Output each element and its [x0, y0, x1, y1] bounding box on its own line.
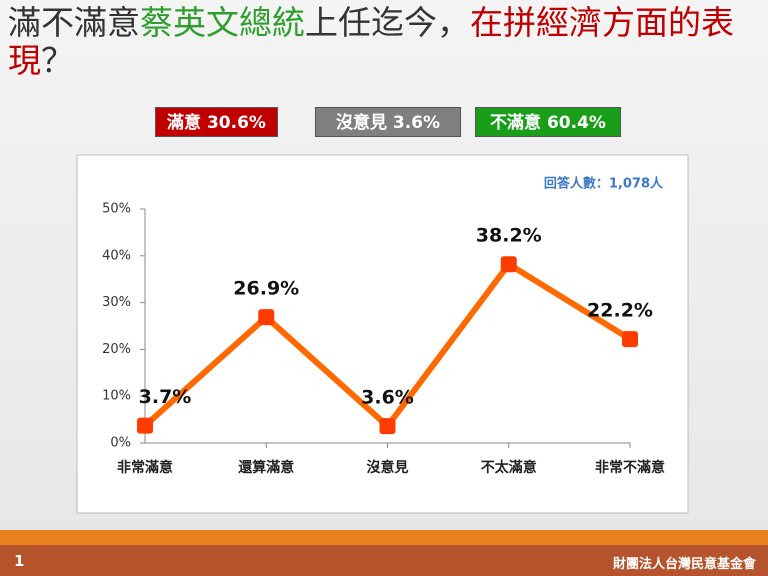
- title-part: 滿不滿意: [8, 3, 140, 42]
- y-tick-label: 0%: [110, 436, 131, 451]
- organization: 財團法人台灣民意基金會: [612, 557, 756, 572]
- marker: [379, 418, 396, 435]
- summary-box: 沒意見 3.6%: [315, 107, 461, 137]
- data-label: 3.6%: [361, 387, 414, 409]
- slide-title: 滿不滿意蔡英文總統上任迄今，在拼經濟方面的表現？: [8, 4, 758, 80]
- marker: [137, 417, 153, 434]
- data-label: 22.2%: [587, 300, 653, 322]
- y-tick-label: 30%: [102, 295, 131, 310]
- x-tick-label: 沒意見: [367, 459, 409, 476]
- y-tick-label: 20%: [102, 342, 131, 357]
- marker: [500, 256, 517, 273]
- summary-box: 不滿意 60.4%: [475, 107, 621, 137]
- y-tick-label: 40%: [102, 248, 131, 263]
- x-tick-label: 非常不滿意: [595, 459, 665, 476]
- title-part: 在拼經濟方面的表現: [8, 3, 734, 80]
- footer-stripe: [0, 530, 768, 545]
- annotation: 回答人數：1,078人: [544, 176, 664, 192]
- y-tick-label: 10%: [102, 389, 131, 404]
- marker: [258, 309, 275, 326]
- title-part: ？: [41, 41, 74, 80]
- data-label: 38.2%: [476, 225, 542, 247]
- footer: 1 財團法人台灣民意基金會: [0, 545, 768, 576]
- y-tick-label: 50%: [102, 202, 131, 217]
- x-tick-label: 還算滿意: [238, 459, 294, 476]
- marker: [622, 331, 638, 348]
- page-number: 1: [14, 552, 25, 570]
- title-part: 蔡英文總統: [140, 3, 305, 42]
- chart-frame: [76, 154, 689, 514]
- x-tick-label: 非常滿意: [117, 459, 173, 476]
- data-label: 3.7%: [139, 386, 192, 408]
- title-part: 上任迄今，: [305, 3, 470, 42]
- summary-box: 滿意 30.6%: [155, 107, 278, 137]
- data-label: 26.9%: [233, 278, 299, 300]
- x-tick-label: 不太滿意: [481, 459, 537, 476]
- chart: 回答人數：1,078人 0% 10% 20% 30% 40% 50% 非常滿意 還算滿意 沒意見…: [76, 154, 689, 514]
